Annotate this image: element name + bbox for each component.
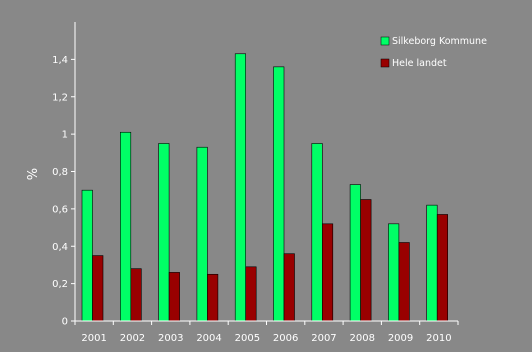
bar-silkeborg-2010 — [426, 204, 438, 322]
bar-hele-landet-2001 — [92, 255, 104, 322]
x-tick-label: 2004 — [196, 333, 221, 344]
bar-group — [81, 53, 449, 322]
bar-silkeborg-2009 — [388, 223, 400, 322]
x-tick-label: 2003 — [158, 333, 183, 344]
bar-silkeborg-2001 — [81, 189, 93, 322]
bar-hele-landet-2008 — [360, 199, 372, 322]
y-tick-label: 1,2 — [52, 92, 68, 103]
bar-hele-landet-2002 — [130, 268, 142, 322]
x-tick-label: 2007 — [311, 333, 336, 344]
x-tick-label: 2010 — [426, 333, 451, 344]
y-tick-label: 0,8 — [52, 167, 68, 178]
y-axis-label: % — [26, 168, 41, 180]
y-axis-ticks: 0 0,2 0,4 0,6 0,8 1 1,2 1,4 — [52, 55, 75, 328]
bar-silkeborg-2007 — [311, 143, 323, 322]
bar-silkeborg-2003 — [158, 143, 170, 322]
x-tick-label: 2001 — [81, 333, 106, 344]
bar-silkeborg-2005 — [234, 53, 246, 322]
y-tick-label: 0 — [62, 317, 68, 328]
legend-swatch-silkeborg — [380, 36, 390, 46]
bar-silkeborg-2006 — [273, 66, 285, 322]
x-axis-ticks: 2001 2002 2003 2004 2005 2006 2007 2008 2009 2010 — [74, 321, 459, 344]
y-tick-label: 1,4 — [52, 55, 68, 66]
y-tick-label: 1 — [62, 130, 68, 141]
legend: Silkeborg Kommune Hele landet — [380, 36, 487, 69]
bar-hele-landet-2003 — [168, 272, 180, 322]
x-tick-label: 2006 — [273, 333, 298, 344]
bar-hele-landet-2005 — [245, 266, 257, 322]
legend-swatch-hele-landet — [380, 58, 390, 68]
bar-silkeborg-2002 — [120, 131, 132, 322]
bar-hele-landet-2009 — [398, 242, 410, 322]
x-tick-label: 2005 — [235, 333, 260, 344]
bar-hele-landet-2004 — [207, 273, 219, 322]
y-tick-label: 0,2 — [52, 279, 68, 290]
x-tick-label: 2009 — [388, 333, 413, 344]
bar-silkeborg-2004 — [196, 146, 208, 322]
y-tick-label: 0,6 — [52, 204, 68, 215]
bar-hele-landet-2006 — [283, 253, 295, 322]
bar-silkeborg-2008 — [349, 184, 361, 322]
bar-hele-landet-2007 — [321, 223, 334, 322]
legend-label-hele-landet: Hele landet — [392, 58, 447, 69]
x-tick-label: 2008 — [350, 333, 375, 344]
legend-label-silkeborg: Silkeborg Kommune — [392, 36, 487, 47]
bar-hele-landet-2010 — [436, 214, 449, 322]
x-tick-label: 2002 — [120, 333, 145, 344]
y-tick-label: 0,4 — [52, 242, 68, 253]
